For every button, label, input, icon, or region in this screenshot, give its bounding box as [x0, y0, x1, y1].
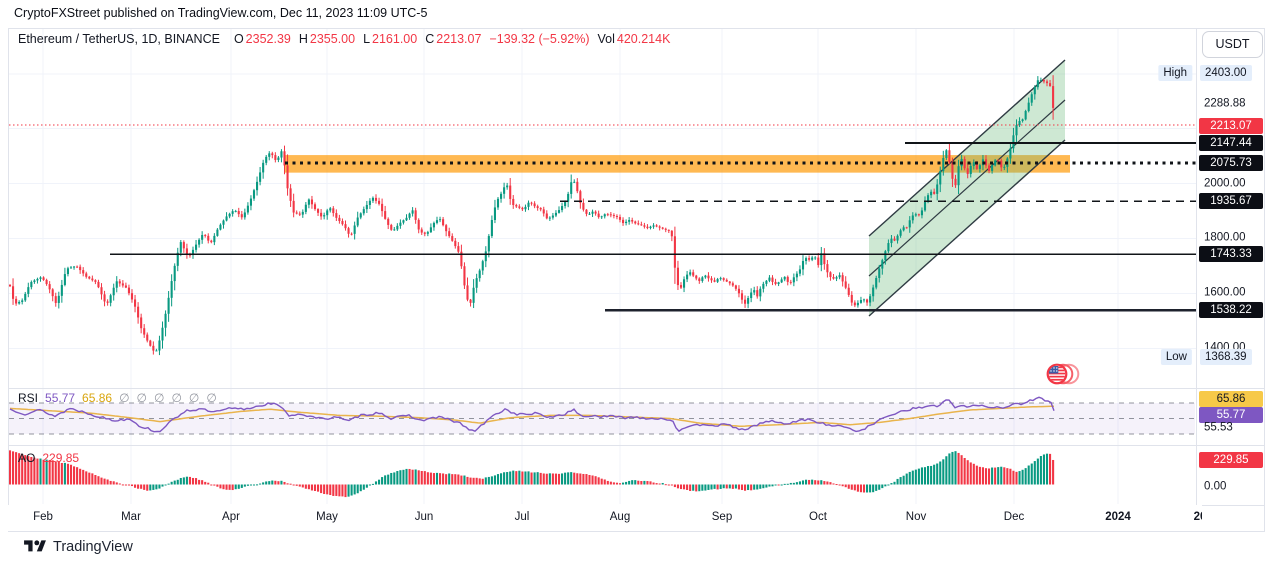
- rsi-scale-label: 55.53: [1204, 421, 1233, 434]
- price-scale-label: 1800.00: [1204, 231, 1246, 244]
- ao-scale-label: 0.00: [1204, 480, 1227, 493]
- ao-header-item: AO: [18, 451, 36, 465]
- tradingview-footer-link[interactable]: TradingView: [24, 538, 133, 555]
- low-marker-label: Low: [1160, 349, 1192, 365]
- time-axis-label: Oct: [809, 511, 827, 523]
- symbol-bar-item: 2213.07: [436, 32, 482, 46]
- ao-header-item: 229.85: [42, 451, 80, 465]
- time-axis-label: 2024: [1105, 511, 1131, 523]
- symbol-bar-item: Vol: [597, 32, 615, 46]
- rsi-header-item: ∅: [206, 391, 217, 405]
- rsi-header-item: ∅: [188, 391, 200, 405]
- time-axis-label: Mar: [121, 511, 141, 523]
- price-scale-label: 1743.33: [1199, 246, 1263, 262]
- price-scale-label: 1935.67: [1199, 193, 1263, 209]
- rsi-plot: [9, 396, 1195, 435]
- symbol-bar-item: C: [425, 32, 435, 46]
- time-axis-label: Feb: [33, 511, 53, 523]
- footer-brand-text: TradingView: [53, 538, 133, 555]
- rsi-header-item: ∅: [119, 391, 130, 405]
- time-axis-label: May: [316, 511, 338, 523]
- rsi-header-item: ∅: [136, 391, 147, 405]
- symbol-bar-item: 420.214K: [616, 32, 671, 46]
- price-scale-label: 2147.44: [1199, 135, 1263, 151]
- symbol-bar-item: −139.32 (−5.92%): [489, 32, 590, 46]
- time-axis-label: Sep: [711, 511, 733, 523]
- price-scale-label: 2075.73: [1199, 155, 1263, 171]
- time-axis-label: 20: [1193, 511, 1202, 523]
- symbol-bar-item: 2355.00: [309, 32, 356, 46]
- time-axis-label: Nov: [905, 511, 927, 523]
- price-scale-label: 2288.88: [1204, 97, 1246, 110]
- symbol-bar-item: Ethereum / TetherUS, 1D, BINANCE: [18, 32, 220, 46]
- symbol-bar-item: 2352.39: [245, 32, 291, 46]
- price-scale-label: 1368.39: [1200, 349, 1252, 365]
- high-marker-label: High: [1158, 65, 1192, 81]
- ao-scale-label: 229.85: [1199, 452, 1263, 468]
- time-axis-label: Aug: [609, 511, 631, 523]
- price-scale-label: 1600.00: [1204, 286, 1246, 299]
- rsi-indicator-header: RSI 55.77 65.86 ∅ ∅ ∅ ∅ ∅ ∅: [18, 391, 224, 405]
- us-flag-event-icon[interactable]: [1046, 363, 1080, 385]
- symbol-bar-item: 2161.00: [372, 32, 418, 46]
- attribution-text: CryptoFXStreet published on TradingView.…: [14, 6, 428, 20]
- time-axis-label: Apr: [222, 511, 240, 523]
- symbol-bar-item: O: [233, 32, 244, 46]
- rsi-header-item: ∅: [171, 391, 182, 405]
- time-axis-label: Jul: [514, 511, 530, 523]
- symbol-bar-item: H: [298, 32, 308, 46]
- candlesticks: [9, 75, 1055, 356]
- symbol-ohlc-bar: Ethereum / TetherUS, 1D, BINANCE O 2352.39…: [18, 32, 672, 46]
- time-axis-label: Jun: [414, 511, 434, 523]
- tradingview-logo-icon: [24, 540, 46, 552]
- price-scale-label: 2213.07: [1199, 118, 1263, 134]
- symbol-bar-item: L: [363, 32, 371, 46]
- rsi-header-item: ∅: [153, 391, 165, 405]
- rsi-header-item: 55.77: [45, 391, 76, 405]
- ao-indicator-header: AO 229.85: [18, 451, 81, 465]
- price-scale-label: 1538.22: [1199, 302, 1263, 318]
- price-scale-label: 2403.00: [1200, 65, 1252, 81]
- rsi-header-item: RSI: [18, 391, 39, 405]
- time-axis[interactable]: Feb Mar Apr May Jun Jul Aug Sep Oct Nov Dec 2024 20: [8, 505, 1202, 531]
- rsi-scale-label: 55.77: [1199, 407, 1263, 423]
- currency-toggle-button[interactable]: USDT: [1202, 31, 1263, 58]
- rsi-scale-label: 65.86: [1199, 391, 1263, 407]
- time-axis-label: Dec: [1003, 511, 1025, 523]
- ao-plot: [9, 450, 1055, 498]
- price-scale-label: 2000.00: [1204, 177, 1246, 190]
- rsi-header-item: 65.86: [82, 391, 113, 405]
